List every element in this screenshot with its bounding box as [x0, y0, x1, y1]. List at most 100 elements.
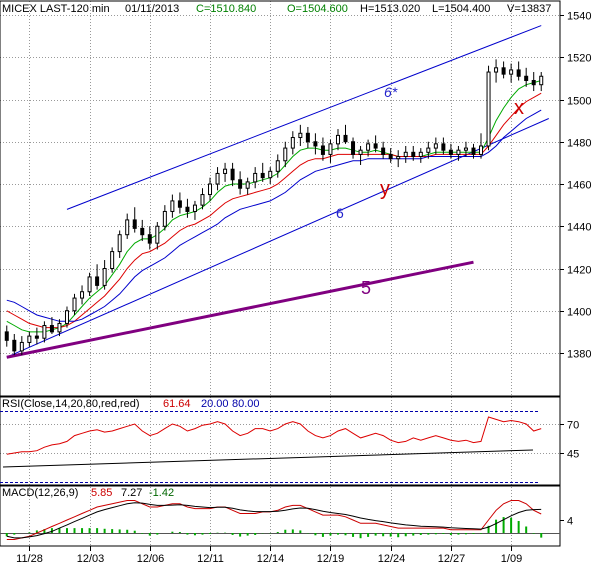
candle-body: [418, 151, 423, 158]
header-symbol: MICEX LAST-120 min: [2, 3, 110, 15]
candle-body: [313, 141, 318, 147]
candle-body: [411, 151, 416, 158]
candle-body: [42, 325, 47, 339]
header-date: 01/11/2013: [125, 3, 179, 15]
candle-body: [208, 183, 213, 196]
rsi-low-level: 20.00: [201, 398, 229, 410]
candle-body: [298, 132, 303, 139]
candle-body: [426, 147, 431, 153]
candle-body: [177, 200, 182, 208]
candle-body: [125, 219, 130, 236]
x-tick-label: 12/27: [438, 553, 466, 565]
x-tick-label: 12/19: [317, 553, 345, 565]
price-panel: [4, 59, 544, 356]
candle-body: [132, 219, 137, 229]
candle-body: [501, 67, 506, 75]
candle-body: [305, 132, 310, 143]
rsi-trendline: [2, 449, 534, 468]
candle-body: [253, 172, 258, 183]
header-low: L=1504.400: [432, 3, 490, 15]
candle-body: [64, 310, 69, 324]
candle-body: [486, 71, 491, 147]
x-tick-label: 12/06: [137, 553, 165, 565]
candle-body: [102, 268, 107, 286]
macd-label: MACD(12,26,9): [2, 487, 78, 499]
y-tick-label: 1380: [567, 349, 591, 361]
candle-body: [170, 200, 175, 212]
header-open: O=1504.600: [287, 3, 348, 15]
rsi-high-level: 80.00: [232, 398, 260, 410]
y-tick-label: 1440: [567, 222, 591, 234]
candle-body: [57, 322, 62, 333]
axis-labels: 11/28 12/03 12/06 12/11 12/14 12/19 12/24 12/27…: [16, 11, 591, 566]
macd-panel-frame: [0, 485, 561, 547]
x-tick-label: 12/24: [378, 553, 406, 565]
candle-body: [87, 276, 92, 293]
candle-body: [448, 149, 453, 155]
y-tick-label: 1500: [567, 96, 591, 108]
rsi-line: [6, 416, 542, 455]
y-tick-label: 1540: [567, 11, 591, 23]
candle-body: [456, 149, 461, 155]
candle-body: [4, 331, 9, 341]
candle-body: [275, 160, 280, 172]
candle-body: [155, 225, 160, 244]
rsi-label: RSI(Close,14,20,80,red,red): [2, 398, 140, 410]
candle-body: [147, 234, 152, 244]
candle-body: [95, 276, 100, 286]
candle-body: [72, 297, 77, 312]
candle-body: [192, 204, 197, 212]
candle-body: [531, 79, 536, 86]
y-tick-label: 1400: [567, 307, 591, 319]
trendline-6-star: [66, 25, 542, 210]
candle-body: [162, 210, 167, 227]
candle-body: [441, 143, 446, 151]
candle-body: [117, 234, 122, 253]
candle-body: [396, 156, 401, 160]
header-high: H=1513.020: [360, 3, 420, 15]
candle-body: [403, 151, 408, 158]
macd-value-2: 7.27: [121, 487, 142, 499]
macd-panel: [0, 500, 560, 540]
candle-body: [471, 147, 476, 155]
price-panel-frame: [0, 0, 561, 397]
trendline-5: [6, 260, 474, 359]
candle-body: [230, 168, 235, 181]
rsi-y-tick-label: 70: [567, 420, 579, 432]
candle-body: [34, 335, 39, 339]
grid-layer: [0, 1, 560, 546]
header-close: C=1510.840: [196, 3, 256, 15]
rsi-y-tick-label: 45: [567, 449, 579, 461]
ma-mid-line: [6, 92, 542, 329]
candle-body: [524, 75, 529, 81]
candle-body: [110, 251, 115, 270]
macd-value-3: -1.42: [149, 487, 174, 499]
annotation-x: x: [514, 97, 524, 119]
rsi-panel: [0, 411, 542, 483]
candle-body: [19, 341, 24, 352]
candle-body: [140, 227, 145, 236]
x-tick-label: 12/14: [257, 553, 285, 565]
candle-body: [268, 170, 273, 179]
rsi-panel-frame: [0, 396, 561, 486]
y-tick-label: 1420: [567, 265, 591, 277]
candle-body: [373, 143, 378, 149]
x-tick-label: 12/11: [197, 553, 224, 565]
x-tick-label: 12/03: [77, 553, 105, 565]
candle-body: [381, 147, 386, 155]
candle-body: [80, 291, 85, 299]
candle-body: [320, 145, 325, 155]
candle-body: [215, 172, 220, 185]
candle-body: [290, 137, 295, 149]
candle-body: [516, 69, 521, 77]
candle-body: [366, 143, 371, 151]
annotation-6: 6: [336, 205, 344, 221]
candle-body: [260, 172, 265, 179]
macd-signal-line: [6, 502, 542, 539]
y-tick-label: 1480: [567, 138, 591, 150]
candle-body: [27, 335, 32, 343]
candle-body: [200, 194, 205, 206]
panel-frames: [0, 0, 561, 547]
candle-body: [351, 141, 356, 155]
candle-body: [494, 67, 499, 73]
